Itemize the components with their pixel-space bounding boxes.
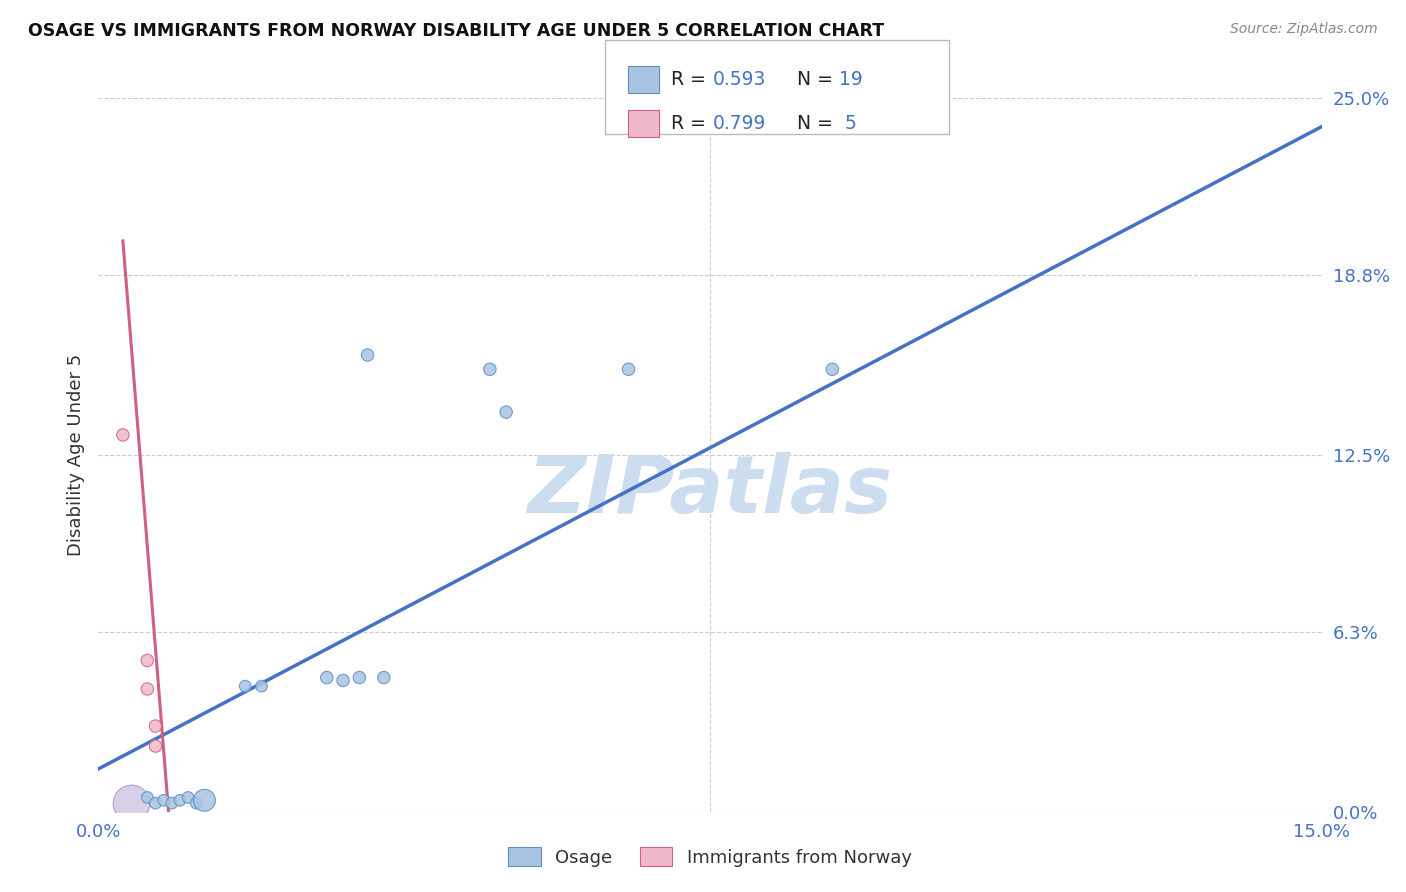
Text: R =: R = <box>671 114 711 133</box>
Point <box>111 428 134 442</box>
Point <box>373 671 395 685</box>
Point <box>145 796 167 810</box>
Point <box>332 673 354 688</box>
Point <box>193 793 215 807</box>
Point <box>136 790 159 805</box>
Point <box>145 739 167 753</box>
Point <box>152 793 174 807</box>
Point <box>145 719 167 733</box>
Point <box>120 796 142 810</box>
Legend: Osage, Immigrants from Norway: Osage, Immigrants from Norway <box>502 840 918 874</box>
Point <box>495 405 517 419</box>
Point <box>478 362 501 376</box>
Text: 5: 5 <box>839 114 858 133</box>
Text: 19: 19 <box>839 70 863 89</box>
Point <box>821 362 844 376</box>
Point <box>356 348 378 362</box>
Point <box>233 679 256 693</box>
Point <box>136 681 159 696</box>
Text: OSAGE VS IMMIGRANTS FROM NORWAY DISABILITY AGE UNDER 5 CORRELATION CHART: OSAGE VS IMMIGRANTS FROM NORWAY DISABILI… <box>28 22 884 40</box>
Text: ZIPatlas: ZIPatlas <box>527 451 893 530</box>
Point <box>160 796 183 810</box>
Point <box>349 671 371 685</box>
Point <box>136 653 159 667</box>
Point <box>186 796 208 810</box>
Point <box>250 679 273 693</box>
Text: 0.593: 0.593 <box>713 70 766 89</box>
Text: R =: R = <box>671 70 711 89</box>
Text: 0.799: 0.799 <box>713 114 766 133</box>
Y-axis label: Disability Age Under 5: Disability Age Under 5 <box>66 354 84 556</box>
Text: N =: N = <box>797 114 839 133</box>
Point <box>169 793 191 807</box>
Point <box>617 362 640 376</box>
Text: N =: N = <box>797 70 839 89</box>
Point <box>177 790 200 805</box>
Point <box>315 671 337 685</box>
Text: Source: ZipAtlas.com: Source: ZipAtlas.com <box>1230 22 1378 37</box>
